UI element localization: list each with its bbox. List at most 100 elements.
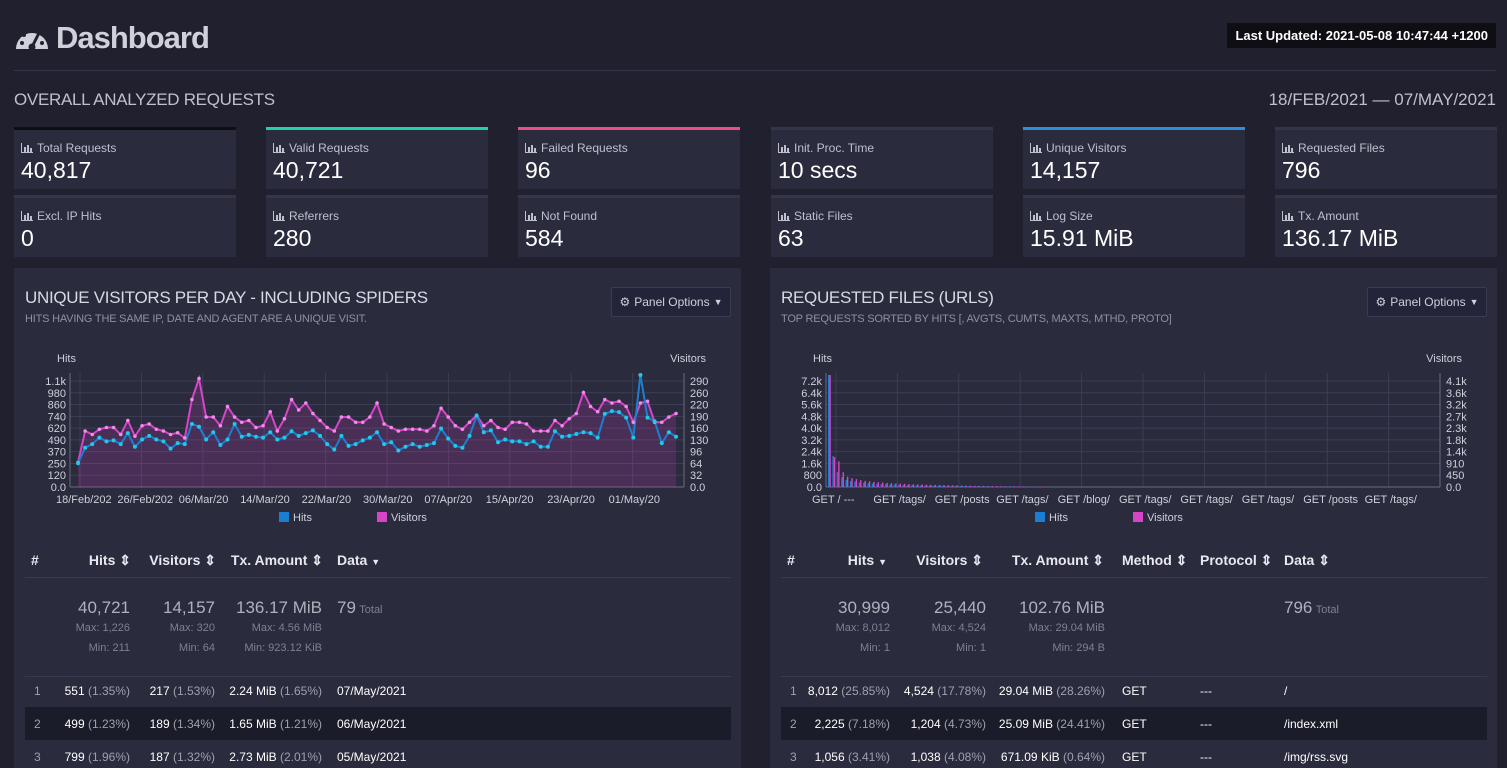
visitors-point xyxy=(289,397,294,402)
cell-visitors-value: 189 xyxy=(149,717,170,731)
table-row[interactable]: 2 499 (1.23%) 189 (1.34%) 1.65 MiB (1.21%) 0… xyxy=(25,707,731,740)
visitors-point xyxy=(140,423,144,428)
cell-hits-value: 2,225 xyxy=(814,717,845,731)
files-summary: 30,999 Max: 8,012 Min: 1 25,440 Max: 4,5… xyxy=(781,586,1487,656)
col-visitors-sort[interactable]: Visitors ⇕ xyxy=(916,552,983,569)
cell-tx-pct: (1.65%) xyxy=(279,684,322,698)
hits-point xyxy=(588,431,593,436)
panel-options-label: Panel Options xyxy=(1390,295,1466,309)
visitors-point xyxy=(645,399,650,404)
y2-tick-label: 190 xyxy=(690,411,708,423)
cell-tx-value: 25.09 MiB xyxy=(998,717,1053,731)
cell-hits-pct: (3.41%) xyxy=(847,750,890,764)
visitors-bar xyxy=(833,457,836,487)
hits-point xyxy=(460,445,465,450)
hits-point xyxy=(617,410,622,415)
x-tick-label: GET /blog/ xyxy=(1058,494,1111,506)
hits-bar xyxy=(928,485,931,487)
visitors-point xyxy=(467,420,472,425)
y2-tick-label: 2.7k xyxy=(1446,411,1467,423)
metric-label-text: Total Requests xyxy=(37,141,117,155)
hits-bar xyxy=(845,479,847,487)
col-tx-sort[interactable]: Tx. Amount ⇕ xyxy=(1012,552,1104,569)
cell-hits: 2,225 (7.18%) xyxy=(815,717,890,731)
y2-tick-label: 96 xyxy=(690,447,702,459)
metric-value: 796 xyxy=(1282,157,1321,183)
cell-hits-value: 551 xyxy=(64,684,85,698)
table-row[interactable]: 3 799 (1.96%) 187 (1.32%) 2.73 MiB (2.01%) 0… xyxy=(25,740,731,768)
hits-point xyxy=(111,438,116,443)
visitors-bar xyxy=(987,486,989,487)
cell-method-value: GET xyxy=(1122,717,1147,731)
visitors-point xyxy=(353,420,358,425)
col-tx-sort[interactable]: Tx. Amount ⇕ xyxy=(231,552,323,569)
hits-point xyxy=(360,438,365,443)
visitors-bar xyxy=(965,485,967,487)
metric-label: Tx. Amount xyxy=(1282,209,1359,223)
visitors-panel-options-button[interactable]: ⚙ Panel Options ▼ xyxy=(611,287,731,317)
metric-label-text: Failed Requests xyxy=(541,141,628,155)
hits-point xyxy=(375,430,379,435)
cell-data-value: 07/May/2021 xyxy=(337,684,407,698)
visitors-point xyxy=(346,415,351,419)
col-hits-sort[interactable]: Hits ▼ xyxy=(848,552,887,568)
visitors-table-header: # Hits ⇕ Visitors ⇕ Tx. Amount ⇕ Data ▼ xyxy=(25,544,731,578)
table-row[interactable]: 1 551 (1.35%) 217 (1.53%) 2.24 MiB (1.65%) 0… xyxy=(25,674,731,707)
hits-point xyxy=(282,435,287,440)
files-panel: REQUESTED FILES (URLS) TOP REQUESTS SORT… xyxy=(770,268,1497,768)
metric-card: Static Files 63 xyxy=(771,195,993,257)
hits-point xyxy=(253,434,258,439)
cell-visitors-pct: (1.32%) xyxy=(172,750,215,764)
hits-bar xyxy=(871,483,874,487)
hits-point xyxy=(325,442,330,447)
files-panel-options-button[interactable]: ⚙ Panel Options ▼ xyxy=(1367,287,1487,317)
hits-point xyxy=(346,443,351,448)
cell-data: 05/May/2021 xyxy=(337,750,406,764)
sum-tx: 136.17 MiB xyxy=(236,598,322,617)
sort-icon: ⇕ xyxy=(1260,552,1273,568)
col-protocol-sort[interactable]: Protocol ⇕ xyxy=(1200,552,1272,569)
hits-point xyxy=(132,444,137,449)
metric-card: Tx. Amount 136.17 MiB xyxy=(1275,195,1497,257)
hits-point xyxy=(353,442,358,447)
col-data-sort[interactable]: Data ⇕ xyxy=(1284,552,1330,569)
metric-label-text: Valid Requests xyxy=(289,141,369,155)
hits-point xyxy=(97,435,102,440)
table-row[interactable]: 2 2,225 (7.18%) 1,204 (4.73%) 25.09 MiB (24… xyxy=(781,707,1487,740)
sort-icon: ⇕ xyxy=(311,552,323,568)
hits-point xyxy=(104,439,109,444)
y2-tick-label: 4.1k xyxy=(1446,376,1467,388)
col-visitors-sort[interactable]: Visitors ⇕ xyxy=(149,552,216,569)
col-data-sort[interactable]: Data ▼ xyxy=(337,552,380,568)
metric-card: Requested Files 796 xyxy=(1275,127,1497,189)
hits-point xyxy=(332,447,337,452)
col-method-sort[interactable]: Method ⇕ xyxy=(1122,552,1187,569)
cell-tx-value: 1.65 MiB xyxy=(229,717,277,731)
visitors-point xyxy=(638,401,643,405)
table-row[interactable]: 1 8,012 (25.85%) 4,524 (17.78%) 29.04 MiB (… xyxy=(781,674,1487,707)
col-hits-sort[interactable]: Hits ⇕ xyxy=(89,552,131,569)
visitors-bar xyxy=(912,484,915,487)
cell-tx-pct: (0.64%) xyxy=(1062,750,1105,764)
visitors-summary: 40,721 Max: 1,226 Min: 211 14,157 Max: 3… xyxy=(25,586,731,656)
visitors-bar xyxy=(877,482,880,487)
hits-point xyxy=(275,437,280,442)
hits-bar xyxy=(959,486,961,487)
hits-bar xyxy=(880,484,883,487)
dashboard-gauge-icon xyxy=(16,29,48,51)
metric-value: 10 secs xyxy=(778,157,858,183)
y2-tick-label: 2.3k xyxy=(1446,423,1467,435)
date-range: 18/FEB/2021 — 07/MAY/2021 xyxy=(1268,90,1496,109)
visitors-point xyxy=(595,409,600,414)
sum-tx-min: Min: 923.12 KiB xyxy=(244,642,322,654)
y-tick-label: 490 xyxy=(48,435,66,447)
metric-label: Referrers xyxy=(273,209,339,223)
row-index: 3 xyxy=(790,750,797,764)
col-method-label: Method xyxy=(1122,552,1172,568)
table-row[interactable]: 3 1,056 (3.41%) 1,038 (4.08%) 671.09 KiB (0… xyxy=(781,740,1487,768)
cell-tx-value: 29.04 MiB xyxy=(998,684,1053,698)
cell-tx-pct: (24.41%) xyxy=(1056,717,1105,731)
sum-hits-min: Min: 211 xyxy=(88,642,130,654)
visitors-point xyxy=(553,418,557,423)
cell-tx-value: 671.09 KiB xyxy=(1000,750,1060,764)
